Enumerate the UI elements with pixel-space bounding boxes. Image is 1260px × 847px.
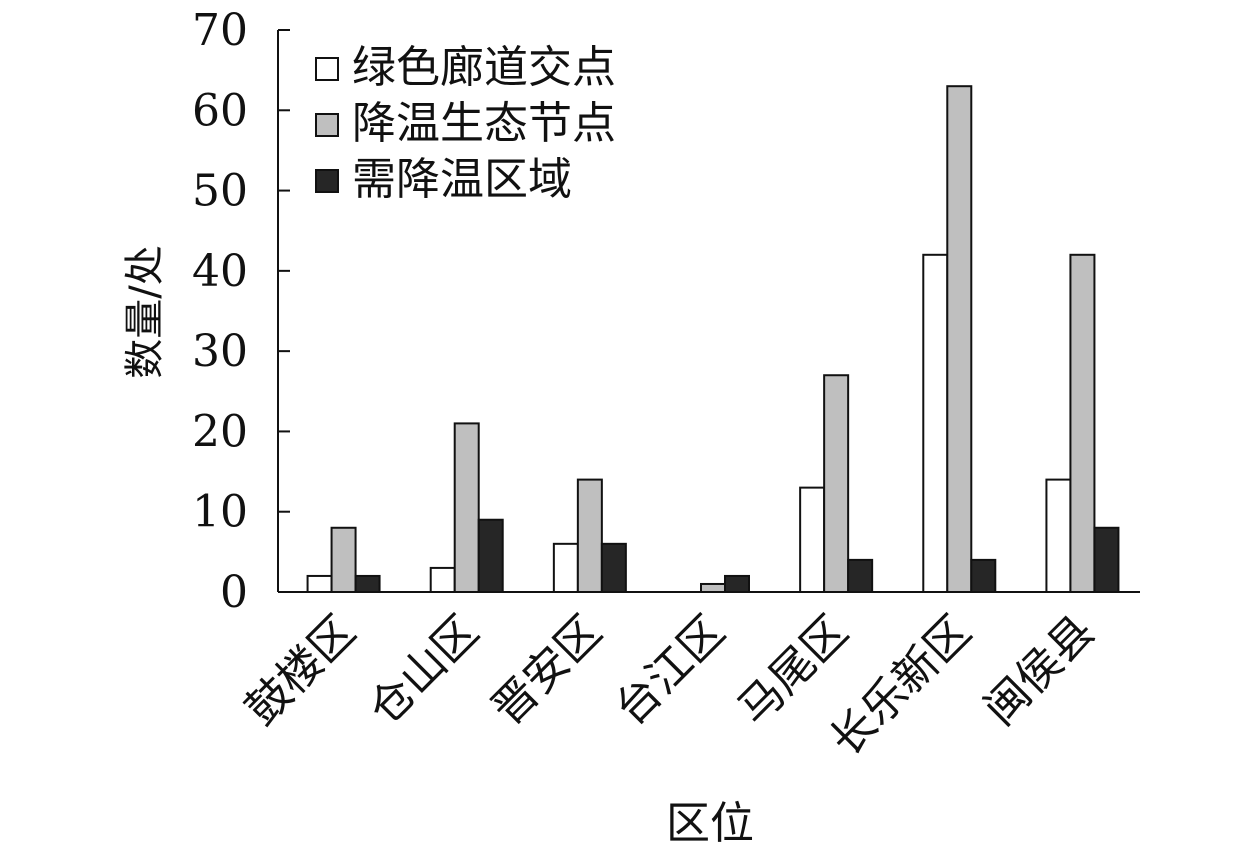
y-tick-label: 0 [220, 567, 248, 618]
bar [847, 558, 874, 594]
x-tick-label: 鼓楼区 [236, 606, 365, 735]
y-ticks: 0 10 20 30 40 50 60 70 [192, 5, 290, 618]
bar [429, 566, 456, 594]
bar [600, 542, 627, 593]
bar [1093, 526, 1120, 593]
x-tick-label: 仓山区 [359, 606, 488, 735]
bar [330, 526, 357, 593]
legend-swatch [315, 57, 339, 81]
x-axis-label: 区位 [666, 798, 754, 847]
y-tick-label: 20 [192, 406, 248, 457]
y-tick-label: 60 [192, 85, 248, 136]
y-tick-label: 70 [192, 5, 248, 56]
y-tick-label: 30 [192, 326, 248, 377]
x-tick-label: 晋安区 [482, 606, 611, 735]
legend-label: 需降温区域 [352, 154, 572, 205]
bar [946, 85, 973, 593]
bar [306, 574, 333, 594]
bar [700, 582, 726, 594]
legend-label: 降温生态节点 [352, 98, 616, 149]
bar [354, 574, 381, 594]
bar [576, 478, 603, 594]
legend-swatch [315, 113, 339, 137]
y-tick-label: 10 [192, 487, 248, 538]
legend-swatch [315, 169, 339, 193]
bar [922, 253, 949, 594]
legend-label: 绿色廊道交点 [352, 42, 616, 93]
x-tick-label: 闽侯县 [975, 606, 1104, 735]
bar [823, 374, 850, 593]
bar [453, 422, 480, 593]
bar [477, 518, 504, 593]
bar [1069, 253, 1096, 594]
bars [306, 85, 1120, 594]
y-axis-label: 数量/处 [122, 245, 168, 378]
x-tick-label: 台江区 [605, 606, 734, 735]
y-tick-label: 40 [192, 246, 248, 297]
bar [970, 558, 997, 594]
bar [724, 574, 750, 594]
y-tick-label: 50 [192, 166, 248, 217]
bar [552, 542, 579, 593]
bar [799, 486, 826, 593]
bar [1045, 478, 1072, 594]
